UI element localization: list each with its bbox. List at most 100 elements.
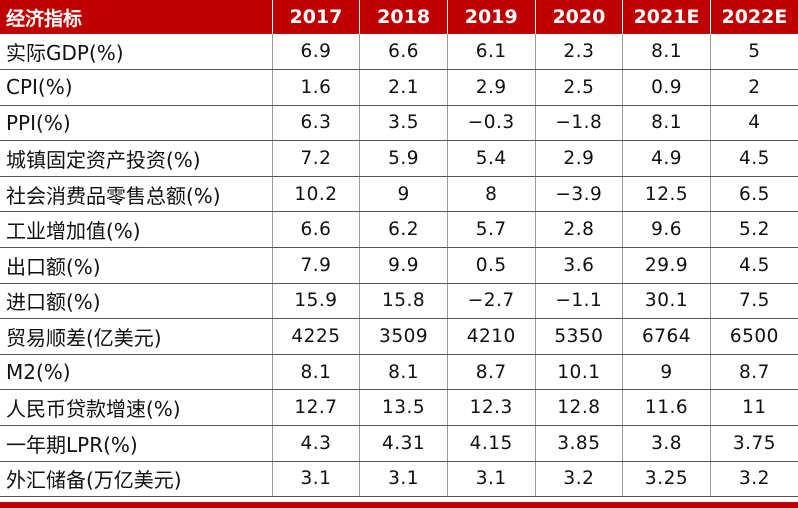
table-row: 出口额(%) 7.9 9.9 0.5 3.6 29.9 4.5 (0, 247, 798, 284)
value-cell: 6.3 (272, 105, 361, 142)
table-row: 人民币贷款增速(%) 12.7 13.5 12.3 12.8 11.6 11 (0, 389, 798, 427)
value-cell: 7.9 (272, 247, 361, 284)
value-cell: 10.1 (535, 354, 624, 391)
header-cell-year: 2020 (535, 0, 624, 34)
value-cell: 5350 (535, 318, 624, 355)
value-cell: 12.3 (447, 389, 536, 427)
row-label-cell: CPI(%) (0, 69, 273, 106)
header-row: 经济指标 2017 2018 2019 2020 2021E 2022E (0, 0, 798, 34)
value-cell: 0.5 (447, 247, 536, 284)
value-cell: 6.1 (447, 34, 536, 71)
value-cell: 6.9 (272, 34, 361, 71)
value-cell: 3.85 (535, 425, 624, 462)
value-cell: 3.1 (359, 461, 448, 498)
value-cell: −0.3 (447, 105, 536, 142)
value-cell: 4.3 (272, 425, 361, 462)
value-cell: 3.1 (272, 461, 361, 498)
row-label-cell: 出口额(%) (0, 247, 273, 284)
value-cell: 3.75 (710, 425, 798, 462)
value-cell: 6764 (622, 318, 711, 355)
value-cell: 5.2 (710, 211, 798, 249)
value-cell: −2.7 (447, 283, 536, 320)
table-row: 实际GDP(%) 6.9 6.6 6.1 2.3 8.1 5 (0, 34, 798, 71)
value-cell: 5.4 (447, 140, 536, 177)
value-cell: 3.2 (535, 461, 624, 498)
value-cell: 6.5 (710, 176, 798, 213)
row-label-cell: 社会消费品零售总额(%) (0, 176, 273, 213)
row-label-cell: 进口额(%) (0, 283, 273, 320)
value-cell: 4210 (447, 318, 536, 355)
table-row: 工业增加值(%) 6.6 6.2 5.7 2.8 9.6 5.2 (0, 211, 798, 249)
value-cell: 5.7 (447, 211, 536, 249)
value-cell: 1.6 (272, 69, 361, 106)
value-cell: 29.9 (622, 247, 711, 284)
table-body: 实际GDP(%) 6.9 6.6 6.1 2.3 8.1 5 CPI(%) 1.6 2.1 2.9 2… (0, 34, 798, 498)
table-row: CPI(%) 1.6 2.1 2.9 2.5 0.9 2 (0, 69, 798, 106)
value-cell: 4 (710, 105, 798, 142)
row-label-cell: 实际GDP(%) (0, 34, 273, 71)
value-cell: 0.9 (622, 69, 711, 106)
value-cell: 2.1 (359, 69, 448, 106)
value-cell: 6500 (710, 318, 798, 355)
value-cell: 8.1 (272, 354, 361, 391)
table-row: M2(%) 8.1 8.1 8.7 10.1 9 8.7 (0, 354, 798, 391)
value-cell: 4.15 (447, 425, 536, 462)
value-cell: 9 (359, 176, 448, 213)
value-cell: 11.6 (622, 389, 711, 427)
value-cell: −3.9 (535, 176, 624, 213)
value-cell: 3.25 (622, 461, 711, 498)
table-row: 社会消费品零售总额(%) 10.2 9 8 −3.9 12.5 6.5 (0, 176, 798, 213)
value-cell: 2.5 (535, 69, 624, 106)
value-cell: 2.9 (535, 140, 624, 177)
value-cell: 9 (622, 354, 711, 391)
value-cell: 2.3 (535, 34, 624, 71)
value-cell: 4.5 (710, 140, 798, 177)
value-cell: 15.9 (272, 283, 361, 320)
header-cell-year: 2019 (447, 0, 536, 34)
table-row: PPI(%) 6.3 3.5 −0.3 −1.8 8.1 4 (0, 105, 798, 142)
value-cell: 3.6 (535, 247, 624, 284)
table-row: 贸易顺差(亿美元) 4225 3509 4210 5350 6764 6500 (0, 318, 798, 355)
value-cell: 4.9 (622, 140, 711, 177)
row-label-cell: 贸易顺差(亿美元) (0, 318, 273, 355)
table-row: 城镇固定资产投资(%) 7.2 5.9 5.4 2.9 4.9 4.5 (0, 140, 798, 177)
header-cell-indicator: 经济指标 (0, 0, 273, 34)
value-cell: 7.2 (272, 140, 361, 177)
value-cell: 5.9 (359, 140, 448, 177)
value-cell: 2.9 (447, 69, 536, 106)
value-cell: 4225 (272, 318, 361, 355)
value-cell: 3509 (359, 318, 448, 355)
value-cell: 8.1 (359, 354, 448, 391)
row-label-cell: 一年期LPR(%) (0, 425, 273, 462)
value-cell: 12.7 (272, 389, 361, 427)
value-cell: 8.7 (710, 354, 798, 391)
value-cell: −1.1 (535, 283, 624, 320)
value-cell: 2.8 (535, 211, 624, 249)
value-cell: 10.2 (272, 176, 361, 213)
value-cell: 3.5 (359, 105, 448, 142)
value-cell: 12.5 (622, 176, 711, 213)
value-cell: 3.8 (622, 425, 711, 462)
value-cell: 3.2 (710, 461, 798, 498)
value-cell: 30.1 (622, 283, 711, 320)
row-label-cell: 人民币贷款增速(%) (0, 389, 273, 427)
table-header: 经济指标 2017 2018 2019 2020 2021E 2022E (0, 0, 798, 34)
value-cell: 3.1 (447, 461, 536, 498)
header-cell-year: 2021E (622, 0, 711, 34)
value-cell: 4.31 (359, 425, 448, 462)
row-label-cell: M2(%) (0, 354, 273, 391)
row-label-cell: 城镇固定资产投资(%) (0, 140, 273, 177)
row-label-cell: PPI(%) (0, 105, 273, 142)
value-cell: −1.8 (535, 105, 624, 142)
value-cell: 6.6 (359, 34, 448, 71)
bottom-accent-bar (0, 502, 798, 508)
value-cell: 6.2 (359, 211, 448, 249)
value-cell: 13.5 (359, 389, 448, 427)
value-cell: 7.5 (710, 283, 798, 320)
value-cell: 9.9 (359, 247, 448, 284)
table-row: 进口额(%) 15.9 15.8 −2.7 −1.1 30.1 7.5 (0, 283, 798, 320)
value-cell: 9.6 (622, 211, 711, 249)
row-label-cell: 工业增加值(%) (0, 211, 273, 249)
header-cell-year: 2018 (359, 0, 448, 34)
